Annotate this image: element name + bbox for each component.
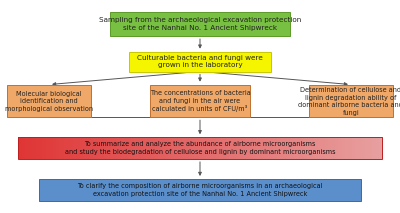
FancyBboxPatch shape	[7, 85, 91, 117]
FancyBboxPatch shape	[309, 85, 393, 117]
Text: Sampling from the archaeological excavation protection
site of the Nanhai No. 1 : Sampling from the archaeological excavat…	[99, 17, 301, 31]
FancyBboxPatch shape	[150, 85, 250, 117]
Text: Molecular biological
identification and
morphological observation: Molecular biological identification and …	[5, 91, 93, 112]
FancyBboxPatch shape	[130, 52, 270, 72]
Text: To summarize and analyze the abundance of airborne microorganisms
and study the : To summarize and analyze the abundance o…	[65, 141, 335, 155]
FancyBboxPatch shape	[39, 179, 361, 201]
Text: The concentrations of bacteria
and fungi in the air were
calculated in units of : The concentrations of bacteria and fungi…	[150, 90, 250, 112]
Text: Culturable bacteria and fungi were
grown in the laboratory: Culturable bacteria and fungi were grown…	[137, 55, 263, 68]
Text: To clarify the composition of airborne microorganisms in an archaeological
excav: To clarify the composition of airborne m…	[77, 183, 323, 197]
Text: Determination of cellulose and
lignin degradation ability of
dominant airborne b: Determination of cellulose and lignin de…	[298, 87, 400, 115]
FancyBboxPatch shape	[110, 12, 290, 36]
